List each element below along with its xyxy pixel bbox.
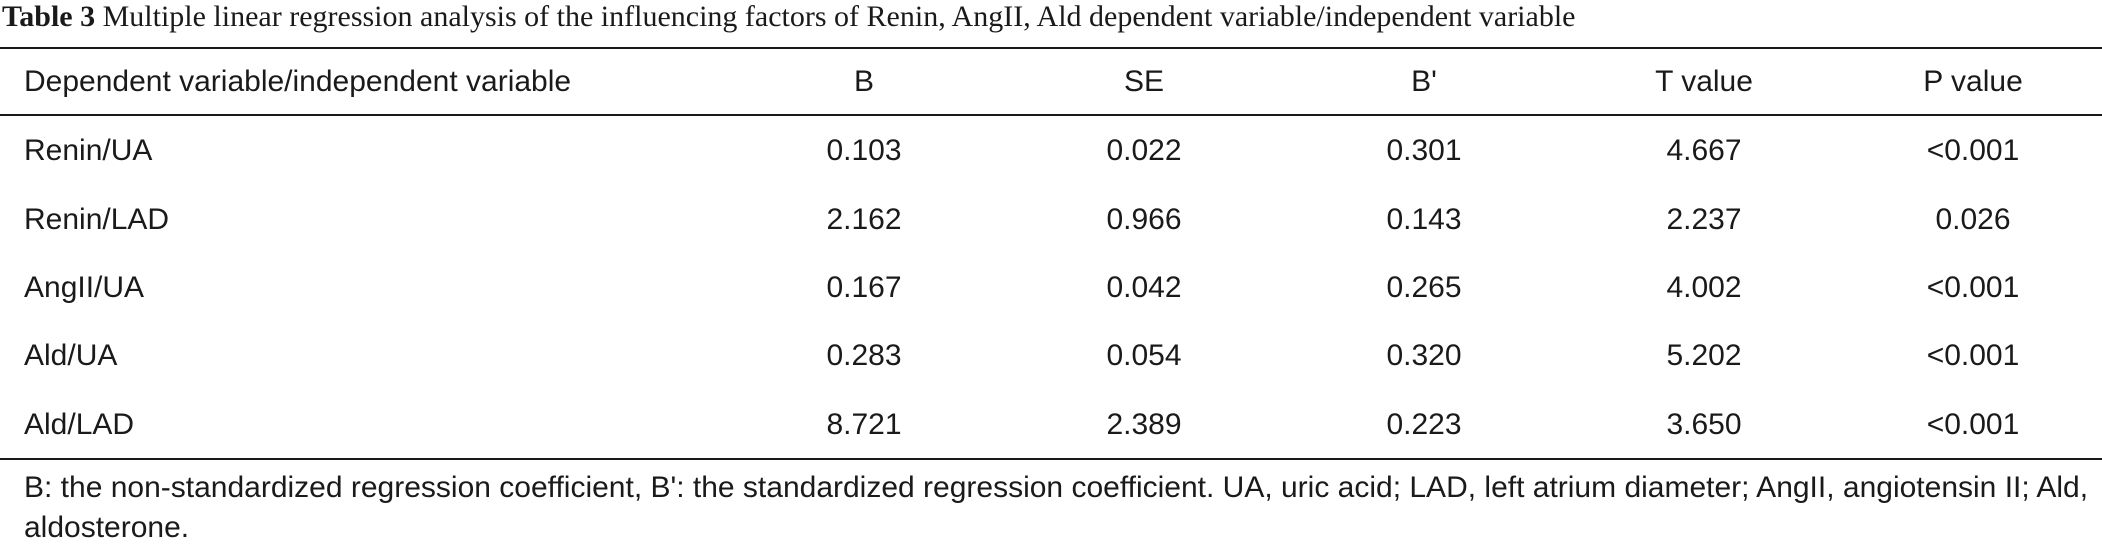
cell-variable: AngII/UA: [24, 270, 145, 304]
header-p-value: P value: [1923, 65, 2023, 98]
header-b-prime: B': [1411, 65, 1437, 98]
cell-b-prime: 0.301: [1386, 134, 1462, 168]
cell-t-value: 4.002: [1666, 270, 1742, 304]
cell-b-prime: 0.223: [1386, 407, 1462, 441]
header-variable: Dependent variable/independent variable: [24, 65, 572, 98]
table-footnote: B: the non-standardized regression coeff…: [24, 471, 2089, 544]
cell-se: 0.022: [1106, 134, 1182, 168]
cell-b-prime: 0.143: [1386, 202, 1462, 236]
cell-b: 8.721: [826, 407, 902, 441]
cell-se: 2.389: [1106, 407, 1182, 441]
table-row: Ald/LAD 8.721 2.389 0.223 3.650 <0.001: [0, 391, 2102, 459]
cell-se: 0.042: [1106, 270, 1182, 304]
cell-p-value: <0.001: [1926, 339, 2020, 373]
cell-variable: Ald/LAD: [24, 407, 135, 441]
table-row: Renin/UA 0.103 0.022 0.301 4.667 <0.001: [0, 117, 2102, 185]
cell-t-value: 3.650: [1666, 407, 1742, 441]
cell-b: 0.103: [826, 134, 902, 168]
cell-b: 0.167: [826, 270, 902, 304]
cell-variable: Ald/UA: [24, 339, 118, 373]
cell-b-prime: 0.265: [1386, 270, 1462, 304]
table-row: Ald/UA 0.283 0.054 0.320 5.202 <0.001: [0, 322, 2102, 390]
cell-t-value: 4.667: [1666, 134, 1742, 168]
cell-variable: Renin/UA: [24, 134, 153, 168]
cell-b: 2.162: [826, 202, 902, 236]
cell-variable: Renin/LAD: [24, 202, 170, 236]
header-se: SE: [1123, 65, 1165, 98]
table-row: Renin/LAD 2.162 0.966 0.143 2.237 0.026: [0, 185, 2102, 253]
table-bottom-rule: [0, 458, 2102, 460]
cell-se: 0.966: [1106, 202, 1182, 236]
cell-p-value: <0.001: [1926, 134, 2020, 168]
table-caption-label: Table 3: [2, 0, 96, 33]
table-caption: Table 3 Multiple linear regression analy…: [2, 0, 1575, 38]
cell-b-prime: 0.320: [1386, 339, 1462, 373]
table-row: AngII/UA 0.167 0.042 0.265 4.002 <0.001: [0, 254, 2102, 322]
cell-p-value: <0.001: [1926, 270, 2020, 304]
cell-se: 0.054: [1106, 339, 1182, 373]
regression-table: Dependent variable/independent variable …: [0, 49, 2102, 459]
header-b: B: [853, 65, 874, 98]
cell-b: 0.283: [826, 339, 902, 373]
table-header-rule: [0, 114, 2102, 116]
cell-p-value: 0.026: [1935, 202, 2011, 236]
cell-t-value: 2.237: [1666, 202, 1742, 236]
table-top-rule: [0, 47, 2102, 49]
table-caption-text: Multiple linear regression analysis of t…: [102, 0, 1576, 33]
cell-t-value: 5.202: [1666, 339, 1742, 373]
table-header-row: Dependent variable/independent variable …: [0, 49, 2102, 115]
header-t-value: T value: [1655, 65, 1753, 98]
cell-p-value: <0.001: [1926, 407, 2020, 441]
